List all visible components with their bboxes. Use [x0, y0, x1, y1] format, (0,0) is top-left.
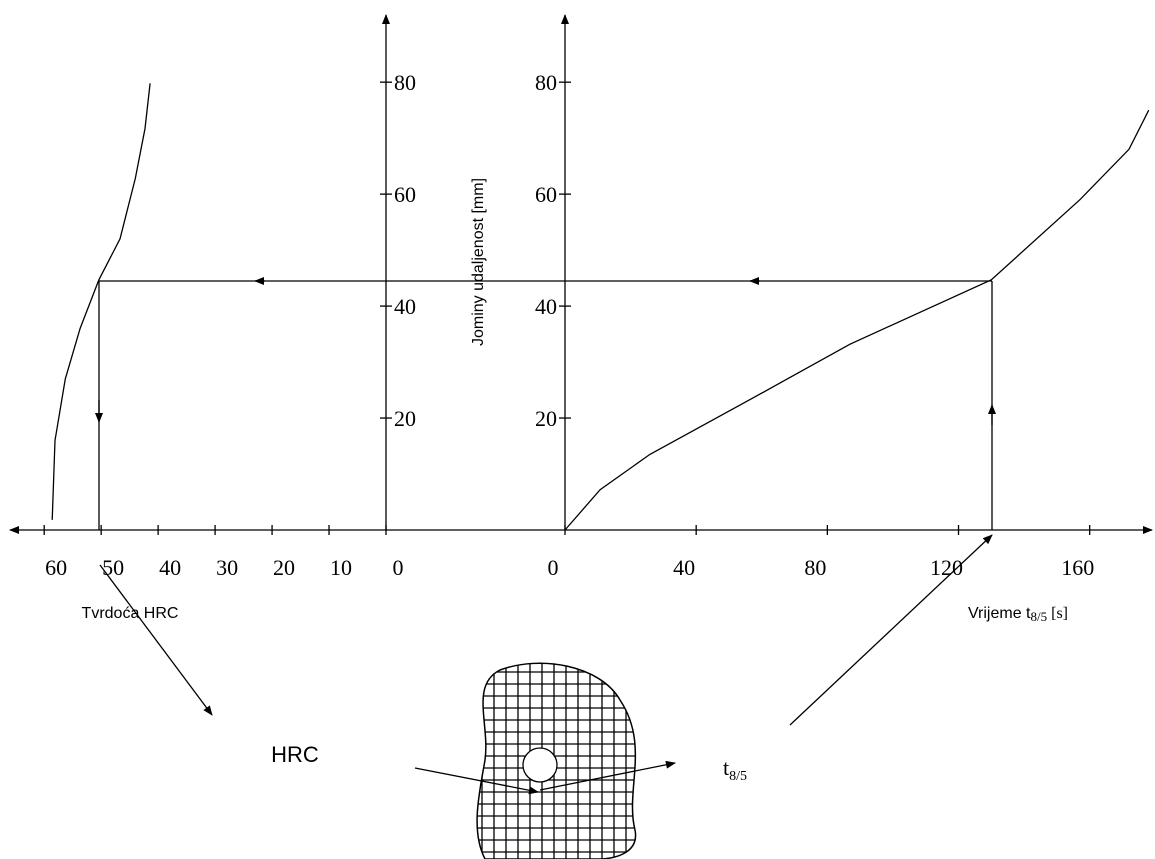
x-tick-label: 0: [393, 555, 404, 580]
label-part: t: [723, 755, 729, 780]
y-tick-label: 40: [394, 294, 416, 319]
y-tick-label: 60: [535, 182, 557, 207]
curve: [51, 83, 151, 520]
x-tick-label: 0: [548, 555, 559, 580]
x-tick-label: 60: [45, 555, 67, 580]
label-part: Vrijeme t: [968, 605, 1031, 622]
y-tick-label: 80: [535, 70, 557, 95]
x-tick-label: 20: [273, 555, 295, 580]
guide-lines: [95, 277, 996, 795]
y-tick-label: 20: [535, 406, 557, 431]
y-tick-label: 60: [394, 182, 416, 207]
x-tick-label: 160: [1061, 555, 1094, 580]
specimen: [476, 662, 637, 859]
x-axis-label: Tvrdoća HRC: [82, 605, 179, 622]
x-tick-label: 120: [930, 555, 963, 580]
hrc-label: HRC: [271, 742, 319, 767]
label-sub: 8/5: [1031, 609, 1048, 624]
label-part: [s]: [1047, 605, 1068, 622]
y-tick-label: 40: [535, 294, 557, 319]
x-tick-label: 80: [804, 555, 826, 580]
y-tick-label: 20: [394, 406, 416, 431]
label-sub: 8/5: [729, 769, 747, 784]
x-tick-label: 40: [673, 555, 695, 580]
t85-label: t8/5: [723, 755, 747, 784]
x-tick-label: 30: [216, 555, 238, 580]
x-axis-label: Vrijeme t8/5 [s]: [968, 605, 1068, 624]
x-tick-label: 40: [159, 555, 181, 580]
y-axis-label: Jominy udaljenost [mm]: [470, 178, 487, 346]
y-tick-label: 80: [394, 70, 416, 95]
curve: [564, 109, 1150, 531]
x-tick-label: 50: [102, 555, 124, 580]
x-tick-label: 10: [330, 555, 352, 580]
